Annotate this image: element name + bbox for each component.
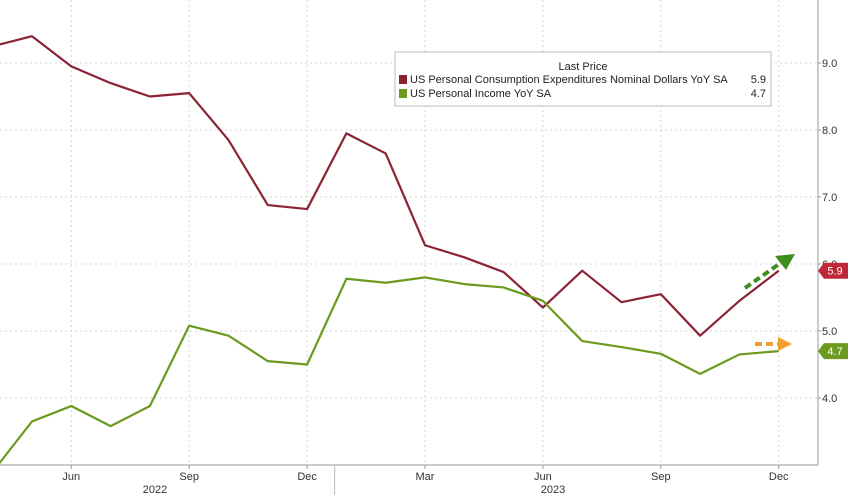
x-tick-label: Dec — [297, 471, 317, 483]
badge-value: 5.9 — [827, 266, 842, 278]
annotation-arrows — [743, 254, 795, 351]
legend-label-pce: US Personal Consumption Expenditures Nom… — [410, 74, 728, 86]
green-dashed-arrow-shaft — [743, 260, 784, 290]
legend-value-pce: 5.9 — [751, 74, 766, 86]
x-year-label: 2023 — [541, 484, 565, 495]
orange-dashed-arrow-head — [778, 337, 792, 351]
x-year-label: 2022 — [143, 484, 167, 495]
axes — [0, 0, 819, 466]
income-series-line — [0, 276, 779, 465]
y-tick-label: 4.0 — [822, 393, 837, 405]
legend-box — [394, 51, 772, 107]
y-tick-label: 9.0 — [822, 58, 837, 70]
x-tick-label: Sep — [651, 471, 671, 483]
legend-swatch-income — [399, 89, 407, 98]
badge-shape — [818, 262, 848, 279]
legend-value-income: 4.7 — [751, 88, 766, 100]
y-tick-label: 5.0 — [822, 326, 837, 338]
y-tick-label: 7.0 — [822, 192, 837, 204]
x-tick-label: Mar — [416, 471, 435, 483]
x-tick-label: Dec — [769, 471, 789, 483]
green-dashed-arrow-head — [775, 254, 795, 270]
series-lines — [0, 35, 780, 465]
last-price-badges: 5.9 4.7 — [818, 262, 848, 360]
x-tick-labels: Jun Sep Dec Mar Jun Sep Dec 2022 2023 — [62, 465, 789, 495]
y-tick-label: 8.0 — [822, 125, 837, 137]
legend-label-income: US Personal Income YoY SA — [410, 88, 552, 100]
legend-swatch-pce — [399, 75, 407, 84]
income-last-price-badge: 4.7 — [818, 343, 848, 360]
x-tick-label: Jun — [534, 471, 552, 483]
legend-title: Last Price — [559, 61, 608, 73]
pce-last-price-badge: 5.9 — [818, 262, 848, 279]
x-tick-label: Sep — [179, 471, 199, 483]
badge-shape — [818, 343, 848, 360]
x-tick-label: Jun — [62, 471, 80, 483]
legend: Last Price US Personal Consumption Expen… — [394, 51, 772, 107]
badge-value: 4.7 — [827, 346, 842, 358]
